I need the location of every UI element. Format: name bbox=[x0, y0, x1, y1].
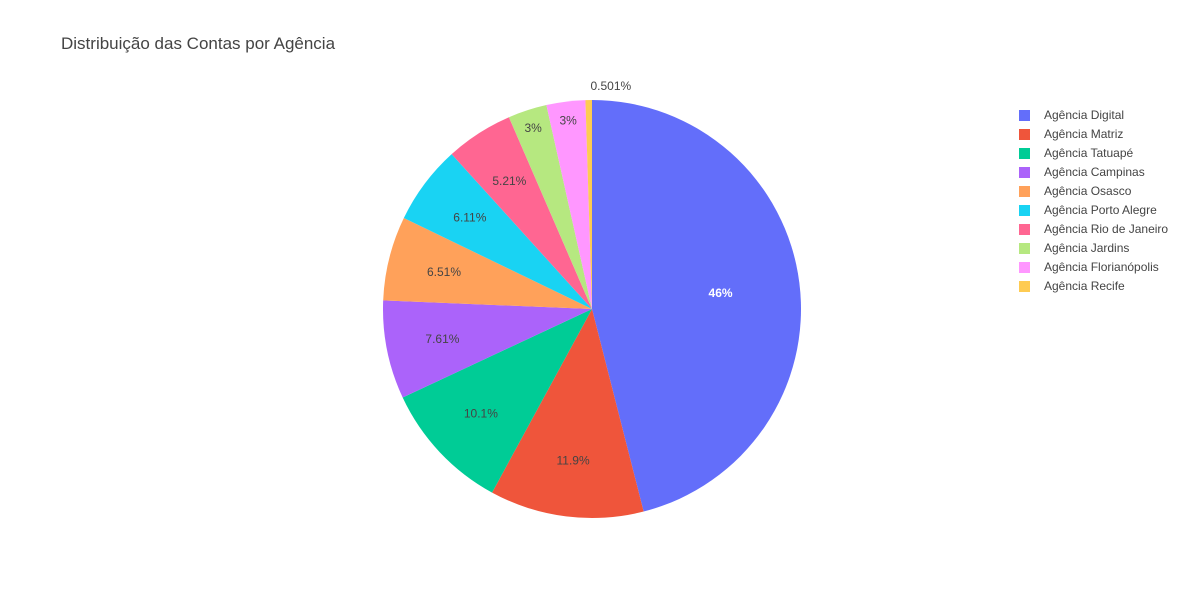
pie-slice-agencia-osasco[interactable] bbox=[383, 218, 592, 309]
slice-label-agencia-porto-alegre: 6.11% bbox=[453, 211, 486, 225]
pie-slice-agencia-porto-alegre[interactable] bbox=[403, 154, 592, 309]
legend-label: Agência Rio de Janeiro bbox=[1044, 222, 1169, 236]
pie-slice-agencia-recife[interactable] bbox=[585, 100, 592, 309]
slice-label-agencia-recife: 0.501% bbox=[590, 79, 631, 93]
pie-slice-agencia-tatuape[interactable] bbox=[402, 309, 592, 493]
pie-slice-agencia-florianopolis[interactable] bbox=[546, 100, 592, 309]
legend-swatch bbox=[1019, 167, 1030, 178]
legend-swatch bbox=[1019, 205, 1030, 216]
legend-swatch bbox=[1019, 148, 1030, 159]
pie-slice-agencia-digital[interactable] bbox=[592, 100, 801, 512]
legend-swatch bbox=[1019, 243, 1030, 254]
slice-label-agencia-osasco: 6.51% bbox=[427, 265, 461, 279]
pie-slice-agencia-campinas[interactable] bbox=[383, 300, 592, 398]
slice-label-agencia-matriz: 11.9% bbox=[556, 453, 589, 467]
slice-label-agencia-tatuape: 10.1% bbox=[464, 407, 498, 421]
legend-label: Agência Florianópolis bbox=[1044, 260, 1159, 274]
legend-swatch bbox=[1019, 110, 1030, 121]
legend-label: Agência Digital bbox=[1044, 108, 1125, 122]
legend-swatch bbox=[1019, 262, 1030, 273]
legend-swatch bbox=[1019, 281, 1030, 292]
slice-label-agencia-digital: 46% bbox=[709, 286, 733, 300]
legend-swatch bbox=[1019, 129, 1030, 140]
legend-label: Agência Porto Alegre bbox=[1044, 203, 1157, 217]
legend-label: Agência Campinas bbox=[1044, 165, 1145, 179]
legend-label: Agência Osasco bbox=[1044, 184, 1132, 198]
slice-label-agencia-rio-de-janeiro: 5.21% bbox=[492, 174, 526, 188]
pie-slice-agencia-matriz[interactable] bbox=[492, 309, 644, 518]
pie-slices bbox=[383, 100, 801, 518]
legend-label: Agência Matriz bbox=[1044, 127, 1124, 141]
pie-slice-agencia-rio-de-janeiro[interactable] bbox=[451, 117, 592, 309]
pie-slice-agencia-jardins[interactable] bbox=[508, 105, 592, 310]
legend-label: Agência Jardins bbox=[1044, 241, 1130, 255]
legend-label: Agência Tatuapé bbox=[1044, 146, 1134, 160]
legend-label: Agência Recife bbox=[1044, 279, 1125, 293]
slice-label-agencia-jardins: 3% bbox=[525, 121, 543, 135]
pie-labels: 46% 11.9% 10.1% 7.61% 6.51% 6.11% 5.21% 3% 3% 0.5… bbox=[425, 79, 733, 467]
legend-swatch bbox=[1019, 224, 1030, 235]
slice-label-agencia-campinas: 7.61% bbox=[425, 332, 459, 346]
legend-swatch bbox=[1019, 186, 1030, 197]
slice-label-agencia-florianopolis: 3% bbox=[559, 113, 577, 127]
chart-title: Distribuição das Contas por Agência bbox=[61, 34, 336, 53]
